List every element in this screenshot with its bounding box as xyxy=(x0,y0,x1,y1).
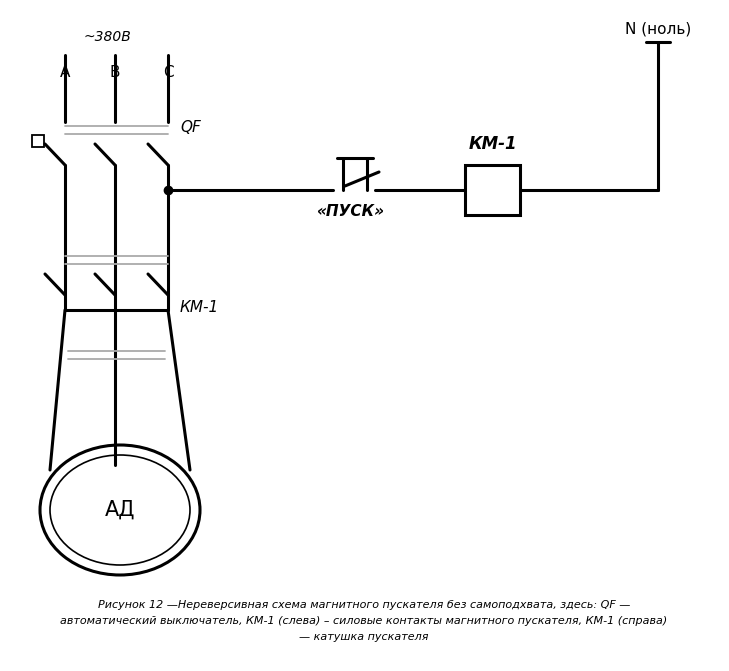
Text: КМ-1: КМ-1 xyxy=(468,135,517,153)
Text: автоматический выключатель, КМ-1 (слева) – силовые контакты магнитного пускателя: автоматический выключатель, КМ-1 (слева)… xyxy=(61,616,668,626)
Text: C: C xyxy=(163,65,174,80)
Text: N (ноль): N (ноль) xyxy=(625,22,691,37)
Text: АД: АД xyxy=(105,500,136,520)
Text: КМ-1: КМ-1 xyxy=(180,300,219,315)
Bar xyxy=(32,135,44,147)
Bar xyxy=(465,165,520,215)
Text: Рисунок 12 —Нереверсивная схема магнитного пускателя без самоподхвата, здесь: QF: Рисунок 12 —Нереверсивная схема магнитно… xyxy=(98,600,630,610)
Text: QF: QF xyxy=(180,120,200,135)
Text: — катушка пускателя: — катушка пускателя xyxy=(299,632,429,642)
Text: «ПУСК»: «ПУСК» xyxy=(316,204,384,219)
Text: A: A xyxy=(60,65,70,80)
Text: B: B xyxy=(110,65,120,80)
Text: ~380В: ~380В xyxy=(83,30,131,44)
